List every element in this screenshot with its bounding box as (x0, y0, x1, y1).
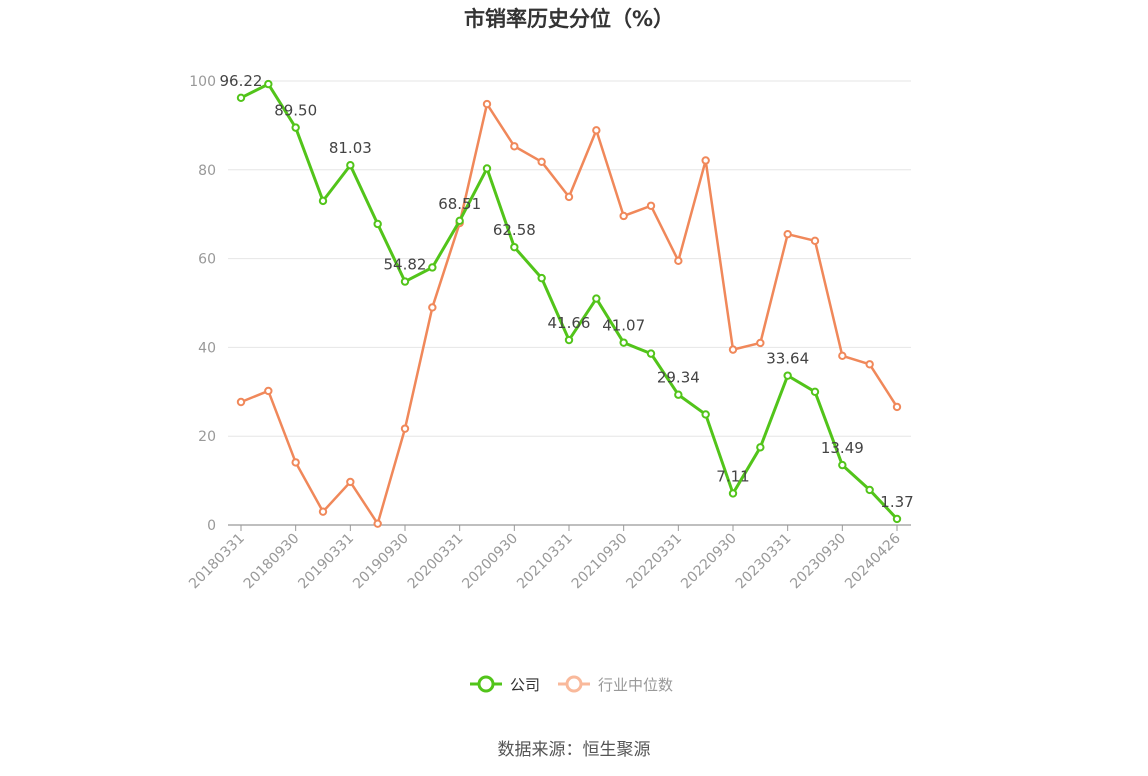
x-tick-label: 20190331 (295, 531, 357, 593)
data-point[interactable] (373, 219, 382, 229)
data-point[interactable] (865, 485, 874, 495)
grid-lines (228, 80, 911, 437)
data-point[interactable] (674, 390, 683, 399)
data-point[interactable] (619, 211, 628, 221)
data-point[interactable] (346, 161, 355, 170)
x-tick-label: 20210930 (569, 531, 631, 593)
data-point[interactable] (400, 277, 410, 286)
legend-company-label: 公司 (510, 676, 540, 694)
x-tick-label: 20210331 (514, 531, 576, 593)
data-point[interactable] (592, 126, 601, 135)
series-industry (236, 99, 902, 528)
data-point[interactable] (783, 229, 792, 239)
data-point[interactable] (646, 349, 656, 358)
x-tick-label: 20180331 (186, 531, 248, 593)
x-tick-label: 20220331 (623, 531, 685, 593)
data-point[interactable] (236, 93, 246, 102)
data-point[interactable] (701, 410, 710, 419)
data-label: 13.49 (821, 439, 864, 457)
data-label: 33.64 (766, 350, 809, 368)
x-tick-label: 20230930 (787, 531, 849, 593)
legend-company-marker-icon (477, 675, 495, 693)
data-point[interactable] (838, 460, 847, 470)
data-point[interactable] (510, 142, 519, 151)
data-point[interactable] (291, 123, 300, 132)
x-tick-label: 20200331 (405, 531, 467, 593)
data-point[interactable] (564, 192, 574, 202)
y-axis: 0 20 40 60 80 100 (189, 74, 216, 534)
data-point[interactable] (838, 351, 847, 361)
x-tick-label: 20180930 (241, 531, 303, 593)
data-point[interactable] (674, 256, 683, 266)
data-point[interactable] (756, 338, 765, 348)
legend-item-company[interactable]: 公司 (470, 675, 540, 694)
data-point[interactable] (728, 345, 738, 354)
data-labels: 96.22 89.50 81.03 54.82 68.51 62.58 41.66 41.07… (220, 72, 914, 511)
data-point[interactable] (264, 386, 273, 396)
data-point[interactable] (428, 263, 437, 272)
data-point[interactable] (756, 443, 765, 452)
legend-item-industry[interactable]: 行业中位数 (558, 675, 673, 694)
data-point[interactable] (865, 360, 874, 369)
chart-title: 市销率历史分位（%） (464, 7, 674, 31)
data-label: 81.03 (329, 139, 372, 157)
data-label: 89.50 (274, 102, 317, 120)
data-label: 7.11 (716, 467, 749, 485)
data-point[interactable] (482, 164, 492, 173)
data-point[interactable] (810, 387, 820, 396)
data-point[interactable] (646, 201, 656, 210)
data-point[interactable] (892, 402, 902, 412)
data-label: 41.66 (548, 314, 591, 332)
data-point[interactable] (318, 507, 328, 516)
data-label: 1.37 (880, 493, 913, 511)
data-point[interactable] (810, 236, 820, 246)
data-point[interactable] (400, 424, 410, 433)
data-point[interactable] (428, 303, 437, 312)
data-point[interactable] (592, 294, 601, 303)
data-point[interactable] (318, 196, 328, 206)
data-label: 62.58 (493, 221, 536, 239)
data-point[interactable] (783, 371, 792, 380)
data-point[interactable] (892, 514, 902, 524)
x-tick-label: 20200930 (459, 531, 521, 593)
legend-industry-marker-icon (565, 675, 583, 693)
data-point[interactable] (264, 79, 273, 89)
x-axis: 2018033120180930201903312019093020200331… (186, 524, 911, 593)
data-label: 68.51 (438, 195, 481, 213)
data-point[interactable] (510, 242, 519, 252)
data-point[interactable] (236, 397, 246, 407)
series-layer (236, 79, 902, 528)
data-label: 41.07 (602, 317, 645, 335)
y-tick-label: 100 (189, 74, 216, 90)
data-point[interactable] (619, 338, 628, 347)
data-point[interactable] (564, 335, 574, 345)
x-tick-label: 20220930 (678, 531, 740, 593)
y-tick-label: 20 (198, 429, 216, 445)
data-point[interactable] (728, 489, 738, 498)
y-tick-label: 40 (198, 340, 216, 356)
data-label: 54.82 (384, 256, 427, 274)
data-label: 29.34 (657, 369, 700, 387)
data-label: 96.22 (220, 72, 263, 90)
data-point[interactable] (455, 216, 464, 226)
legend[interactable]: 公司 行业中位数 (470, 675, 673, 694)
data-point[interactable] (482, 99, 492, 109)
source-note: 数据来源：恒生聚源 (498, 740, 651, 760)
y-tick-label: 80 (198, 163, 216, 179)
data-point[interactable] (537, 273, 546, 283)
data-point[interactable] (537, 157, 546, 167)
y-tick-label: 60 (198, 252, 216, 268)
series-company (236, 79, 902, 524)
legend-industry-label: 行业中位数 (598, 676, 673, 694)
y-tick-label: 0 (207, 518, 216, 534)
data-point[interactable] (701, 156, 710, 165)
x-tick-label: 20240426 (842, 530, 904, 592)
x-tick-label: 20230331 (733, 531, 795, 593)
x-tick-label: 20190930 (350, 531, 412, 593)
data-point[interactable] (373, 519, 382, 528)
data-point[interactable] (346, 477, 355, 487)
data-point[interactable] (291, 458, 300, 467)
